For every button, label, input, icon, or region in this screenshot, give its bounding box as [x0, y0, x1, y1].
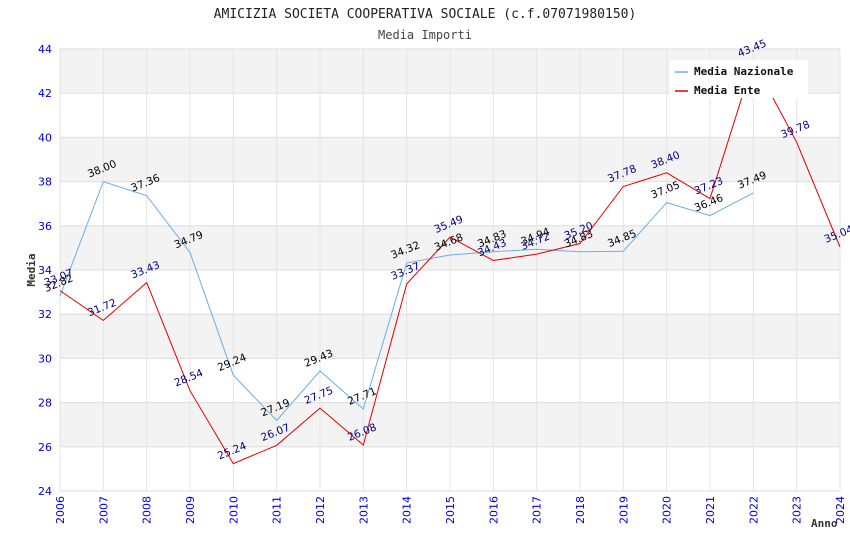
y-tick-label: 36	[38, 220, 52, 233]
y-tick-label: 40	[38, 131, 52, 144]
chart-subtitle: Media Importi	[378, 28, 472, 42]
legend: Media Nazionale Media Ente	[670, 60, 808, 98]
y-axis-ticks: 24 26 28 30 32 34 36 38 40 42 44	[38, 43, 52, 498]
x-tick-label: 2010	[227, 496, 240, 524]
x-tick-label: 2009	[184, 496, 197, 524]
y-tick-label: 34	[38, 264, 52, 277]
x-axis-label: Anno	[811, 517, 838, 530]
x-tick-label: 2023	[791, 496, 804, 524]
x-tick-label: 2011	[271, 496, 284, 524]
y-tick-label: 24	[38, 485, 52, 498]
y-tick-label: 28	[38, 397, 52, 410]
x-tick-label: 2022	[747, 496, 760, 524]
legend-label-media-ente: Media Ente	[694, 84, 761, 97]
y-axis-label: Media	[25, 253, 38, 286]
y-tick-label: 38	[38, 176, 52, 189]
y-tick-label: 32	[38, 308, 52, 321]
legend-label-media-nazionale: Media Nazionale	[694, 65, 794, 78]
x-tick-label: 2018	[574, 496, 587, 524]
x-tick-label: 2013	[357, 496, 370, 524]
x-tick-label: 2012	[314, 496, 327, 524]
y-tick-label: 42	[38, 87, 52, 100]
chart-title: AMICIZIA SOCIETA COOPERATIVA SOCIALE (c.…	[214, 7, 637, 22]
gridlines	[59, 48, 841, 492]
x-tick-label: 2007	[97, 496, 110, 524]
y-tick-label: 26	[38, 441, 52, 454]
x-tick-label: 2015	[444, 496, 457, 524]
series-line-media-nazionale	[59, 180, 754, 422]
y-tick-label: 44	[38, 43, 52, 56]
x-axis-ticks: 2006 2007 2008 2009 2010 2011 2012 2013 2014 2015…	[54, 496, 847, 524]
x-tick-label: 2019	[617, 496, 630, 524]
x-tick-label: 2021	[704, 496, 717, 524]
x-tick-label: 2008	[141, 496, 154, 524]
x-tick-label: 2020	[661, 496, 674, 524]
x-tick-label: 2006	[54, 496, 67, 524]
x-tick-label: 2016	[487, 496, 500, 524]
x-tick-label: 2017	[531, 496, 544, 524]
y-tick-label: 30	[38, 352, 52, 365]
x-tick-label: 2014	[401, 496, 414, 524]
legend-box	[670, 60, 808, 98]
series-line-media-ente	[59, 59, 841, 465]
x-tick-label: 2024	[834, 496, 847, 524]
series-lines	[59, 59, 841, 465]
